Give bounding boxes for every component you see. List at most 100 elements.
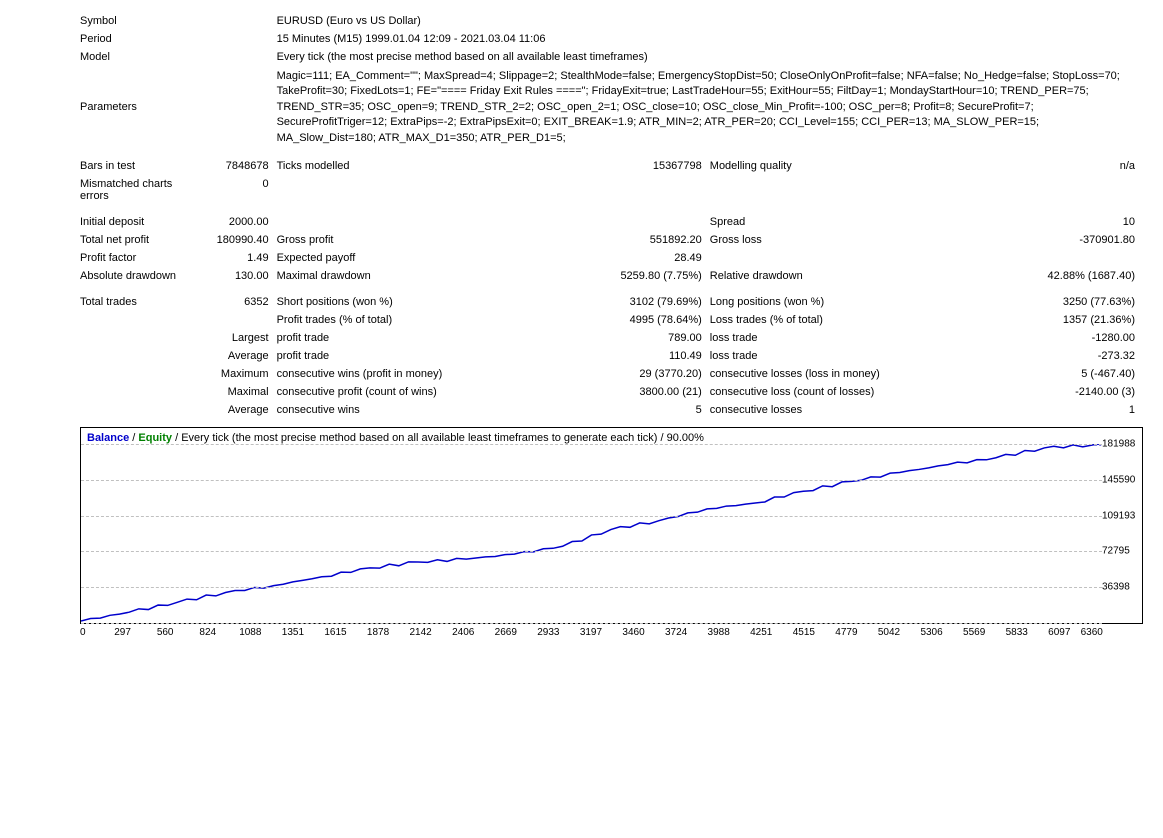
rel-dd-value: 42.88% (1687.40) xyxy=(999,267,1143,285)
ep-label: Expected payoff xyxy=(277,249,566,267)
long-pos-label: Long positions (won %) xyxy=(710,293,999,311)
avgcons-p-label: consecutive wins xyxy=(277,401,566,419)
net-profit-label: Total net profit xyxy=(80,231,196,249)
maxprof-l-value: -2140.00 (3) xyxy=(999,383,1143,401)
symbol-label: Symbol xyxy=(80,12,277,30)
rel-dd-label: Relative drawdown xyxy=(710,267,999,285)
loss-trades-value: 1357 (21.36%) xyxy=(999,311,1143,329)
gross-profit-label: Gross profit xyxy=(277,231,566,249)
equity-legend: Equity xyxy=(138,432,172,444)
chart-legend: Balance / Equity / Every tick (the most … xyxy=(87,432,704,444)
short-pos-label: Short positions (won %) xyxy=(277,293,566,311)
x-tick-label: 0 xyxy=(80,627,101,638)
max-dd-value: 5259.80 (7.75%) xyxy=(565,267,709,285)
max-dd-label: Maximal drawdown xyxy=(277,267,566,285)
x-tick-label: 2142 xyxy=(399,627,442,638)
x-tick-label: 4779 xyxy=(825,627,868,638)
row-drawdown: Absolute drawdown 130.00 Maximal drawdow… xyxy=(80,267,1143,285)
parameters-label: Parameters xyxy=(80,66,277,149)
row-deposit: Initial deposit 2000.00 Spread 10 xyxy=(80,213,1143,231)
maxwins-cat: Maximum xyxy=(196,365,277,383)
x-tick-label: 1088 xyxy=(229,627,272,638)
row-net-profit: Total net profit 180990.40 Gross profit … xyxy=(80,231,1143,249)
profit-trades-value: 4995 (78.64%) xyxy=(565,311,709,329)
spread-label: Spread xyxy=(710,213,999,231)
y-tick-label: 36398 xyxy=(1102,582,1138,593)
x-tick-label: 1615 xyxy=(314,627,357,638)
x-tick-label: 3724 xyxy=(655,627,698,638)
x-tick-label: 5042 xyxy=(868,627,911,638)
x-tick-label: 5306 xyxy=(910,627,953,638)
total-trades-value: 6352 xyxy=(196,293,277,311)
parameters-value: Magic=111; EA_Comment=""; MaxSpread=4; S… xyxy=(277,66,1143,149)
legend-tail: / Every tick (the most precise method ba… xyxy=(175,432,704,444)
x-tick-label: 3197 xyxy=(570,627,613,638)
strategy-report-table: Symbol EURUSD (Euro vs US Dollar) Period… xyxy=(80,12,1143,419)
x-tick-label: 297 xyxy=(101,627,144,638)
x-tick-label: 2669 xyxy=(485,627,528,638)
average-cat: Average xyxy=(196,347,277,365)
row-max-consecutive-wins: Maximum consecutive wins (profit in mone… xyxy=(80,365,1143,383)
row-profit-factor: Profit factor 1.49 Expected payoff 28.49 xyxy=(80,249,1143,267)
x-tick-label: 824 xyxy=(186,627,229,638)
deposit-value: 2000.00 xyxy=(196,213,277,231)
ep-value: 28.49 xyxy=(565,249,709,267)
mismatch-value: 0 xyxy=(196,175,277,205)
largest-cat: Largest xyxy=(196,329,277,347)
maxwins-p-label: consecutive wins (profit in money) xyxy=(277,365,566,383)
y-tick-label: 145590 xyxy=(1102,474,1138,485)
symbol-value: EURUSD (Euro vs US Dollar) xyxy=(277,12,1143,30)
maxwins-l-value: 5 (-467.40) xyxy=(999,365,1143,383)
x-tick-label: 2406 xyxy=(442,627,485,638)
abs-dd-value: 130.00 xyxy=(196,267,277,285)
row-model: Model Every tick (the most precise metho… xyxy=(80,48,1143,66)
row-total-trades: Total trades 6352 Short positions (won %… xyxy=(80,293,1143,311)
row-average-trade: Average profit trade 110.49 loss trade -… xyxy=(80,347,1143,365)
average-loss-value: -273.32 xyxy=(999,347,1143,365)
pf-value: 1.49 xyxy=(196,249,277,267)
x-tick-label: 3988 xyxy=(697,627,740,638)
maxwins-l-label: consecutive losses (loss in money) xyxy=(710,365,999,383)
bars-value: 7848678 xyxy=(196,157,277,175)
x-tick-label: 2933 xyxy=(527,627,570,638)
balance-legend: Balance xyxy=(87,432,129,444)
quality-value: n/a xyxy=(999,157,1143,175)
period-value: 15 Minutes (M15) 1999.01.04 12:09 - 2021… xyxy=(277,30,1143,48)
largest-loss-label: loss trade xyxy=(710,329,999,347)
model-label: Model xyxy=(80,48,277,66)
largest-loss-value: -1280.00 xyxy=(999,329,1143,347)
row-symbol: Symbol EURUSD (Euro vs US Dollar) xyxy=(80,12,1143,30)
row-largest: Largest profit trade 789.00 loss trade -… xyxy=(80,329,1143,347)
x-tick-label: 4251 xyxy=(740,627,783,638)
avgcons-cat: Average xyxy=(196,401,277,419)
pf-label: Profit factor xyxy=(80,249,196,267)
x-tick-label: 6097 xyxy=(1038,627,1081,638)
y-tick-label: 181988 xyxy=(1102,438,1138,449)
gross-loss-label: Gross loss xyxy=(710,231,999,249)
x-tick-label: 1878 xyxy=(357,627,400,638)
x-tick-label: 4515 xyxy=(783,627,826,638)
x-tick-label: 6360 xyxy=(1081,627,1103,638)
maxprof-p-label: consecutive profit (count of wins) xyxy=(277,383,566,401)
net-profit-value: 180990.40 xyxy=(196,231,277,249)
deposit-label: Initial deposit xyxy=(80,213,196,231)
avgcons-l-label: consecutive losses xyxy=(710,401,999,419)
maxprof-l-label: consecutive loss (count of losses) xyxy=(710,383,999,401)
average-loss-label: loss trade xyxy=(710,347,999,365)
gross-profit-value: 551892.20 xyxy=(565,231,709,249)
y-tick-label: 72795 xyxy=(1102,546,1138,557)
average-profit-label: profit trade xyxy=(277,347,566,365)
period-label: Period xyxy=(80,30,277,48)
row-bars: Bars in test 7848678 Ticks modelled 1536… xyxy=(80,157,1143,175)
abs-dd-label: Absolute drawdown xyxy=(80,267,196,285)
x-tick-label: 5833 xyxy=(995,627,1038,638)
largest-profit-value: 789.00 xyxy=(565,329,709,347)
row-mismatch: Mismatched charts errors 0 xyxy=(80,175,1143,205)
short-pos-value: 3102 (79.69%) xyxy=(565,293,709,311)
balance-chart: Balance / Equity / Every tick (the most … xyxy=(80,427,1143,624)
maxprof-p-value: 3800.00 (21) xyxy=(565,383,709,401)
ticks-value: 15367798 xyxy=(565,157,709,175)
row-avg-consecutive: Average consecutive wins 5 consecutive l… xyxy=(80,401,1143,419)
total-trades-label: Total trades xyxy=(80,293,196,311)
average-profit-value: 110.49 xyxy=(565,347,709,365)
